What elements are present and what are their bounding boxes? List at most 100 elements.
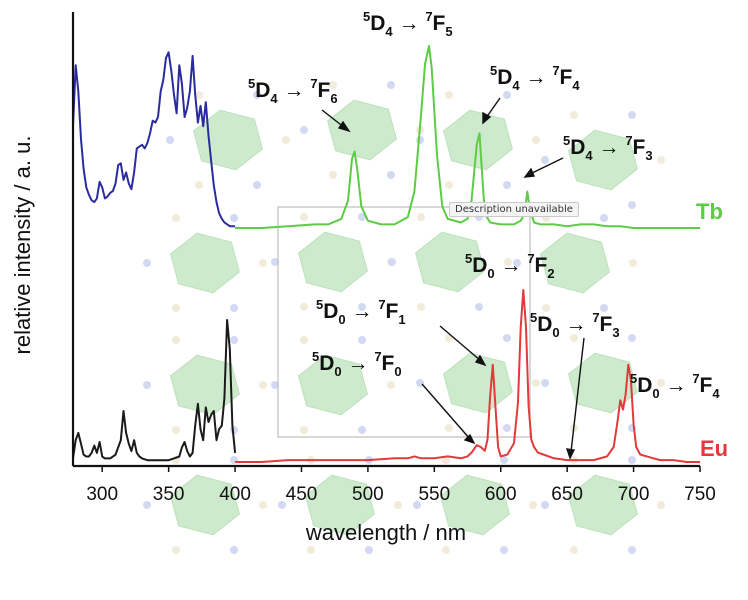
atom-dot (253, 91, 261, 99)
plot-traces (72, 45, 700, 463)
x-tick-label: 600 (485, 484, 517, 505)
atom-dot (172, 304, 180, 312)
atom-dot (358, 336, 366, 344)
x-axis-title: wavelength / nm (305, 520, 466, 545)
atom-dot (300, 336, 308, 344)
polyhedron-shape (170, 474, 240, 536)
atom-dot (300, 426, 308, 434)
annotation-eu-7f2: 5D0 → 7F2 (465, 251, 555, 281)
atom-dot (143, 501, 151, 509)
atom-dot (628, 111, 636, 119)
trace-tb-emission (235, 45, 700, 229)
annotation-tb-7f6: 5D4 → 7F6 (248, 76, 338, 106)
x-tick-label: 650 (551, 484, 583, 505)
atom-dot (529, 501, 537, 509)
annotation-eu-7f4: 5D0 → 7F4 (630, 371, 720, 401)
atom-dot (541, 379, 549, 387)
atom-dot (541, 156, 549, 164)
atom-dot (143, 381, 151, 389)
atom-dot (195, 181, 203, 189)
atom-dot (541, 501, 549, 509)
atom-dot (657, 156, 665, 164)
atom-dot (282, 136, 290, 144)
annotation-tb-7f5: 5D4 → 7F5 (363, 9, 453, 39)
atom-dot (329, 81, 337, 89)
polyhedron-shape (170, 232, 240, 294)
atom-dot (442, 456, 450, 464)
atom-dot (230, 304, 238, 312)
atom-dot (445, 181, 453, 189)
atom-dot (445, 91, 453, 99)
arrow-tb-7f6-head (337, 120, 351, 133)
atom-dot (307, 546, 315, 554)
arrow-eu-7f0 (421, 383, 471, 440)
arrow-tb-7f3-head (523, 167, 536, 178)
atom-dot (532, 379, 540, 387)
arrow-eu-7f3-head (565, 448, 576, 460)
atom-dot (143, 259, 151, 267)
y-axis-title: relative intensity / a. u. (10, 136, 35, 355)
trace-eu-emission (235, 289, 700, 463)
atom-dot (172, 336, 180, 344)
atom-dot (500, 456, 508, 464)
x-tick-label: 400 (219, 484, 251, 505)
polyhedron-shape (415, 231, 485, 293)
atom-dot (413, 501, 421, 509)
polyhedron-shape (440, 474, 510, 536)
atom-dot (542, 304, 550, 312)
atom-dot (570, 546, 578, 554)
x-ticks: 300 350 400 450 500 550 600 650 700 750 (86, 466, 716, 505)
atom-dot (628, 201, 636, 209)
tooltip: Description unavailable (449, 202, 579, 217)
atom-dot (278, 501, 286, 509)
atom-dot (172, 214, 180, 222)
x-tick-label: 450 (286, 484, 318, 505)
atom-dot (358, 213, 366, 221)
atom-dot (500, 546, 508, 554)
arrow-tb-7f4 (485, 97, 501, 119)
atom-dot (300, 213, 308, 221)
arrow-tb-7f4-head (482, 111, 492, 125)
atom-dot (259, 259, 267, 267)
pointer-arrows (321, 97, 585, 460)
atom-dot (629, 259, 637, 267)
annotation-eu-7f0: 5D0 → 7F0 (312, 349, 402, 379)
atom-dot (329, 171, 337, 179)
atom-dot (417, 303, 425, 311)
atom-dot (195, 91, 203, 99)
polyhedron-shape (305, 474, 375, 536)
atom-dot (504, 258, 512, 266)
annotation-eu-7f3: 5D0 → 7F3 (530, 310, 620, 340)
transition-labels: 5D4 → 7F5 5D4 → 7F6 5D4 → 7F4 5D4 → 7F3 5D0 … (248, 9, 720, 401)
atom-dot (532, 136, 540, 144)
atom-dot (172, 426, 180, 434)
atom-dot (387, 381, 395, 389)
atom-dot (570, 334, 578, 342)
atom-dot (600, 214, 608, 222)
atom-dot (570, 111, 578, 119)
x-tick-label: 500 (352, 484, 384, 505)
atom-dot (628, 456, 636, 464)
atom-dot (628, 546, 636, 554)
atom-dot (300, 303, 308, 311)
atom-dot (503, 91, 511, 99)
trace-tb-excitation (72, 51, 236, 228)
polyhedron-shape (298, 354, 368, 416)
polyhedron-shape (540, 232, 610, 294)
atom-dot (388, 258, 396, 266)
atom-dot (172, 546, 180, 554)
trace-eu-excitation (72, 319, 237, 462)
polyhedron-shape (568, 352, 638, 414)
atom-dot (271, 381, 279, 389)
atom-dot (230, 546, 238, 554)
x-tick-label: 750 (684, 484, 716, 505)
atom-dot (253, 181, 261, 189)
atom-dot (394, 501, 402, 509)
arrow-eu-7f1 (439, 325, 482, 362)
atom-dot (387, 81, 395, 89)
annotation-eu-7f1: 5D0 → 7F1 (316, 297, 406, 327)
tb-series-label: Tb (696, 199, 723, 224)
eu-series-label: Eu (700, 436, 728, 461)
atom-dot (259, 501, 267, 509)
